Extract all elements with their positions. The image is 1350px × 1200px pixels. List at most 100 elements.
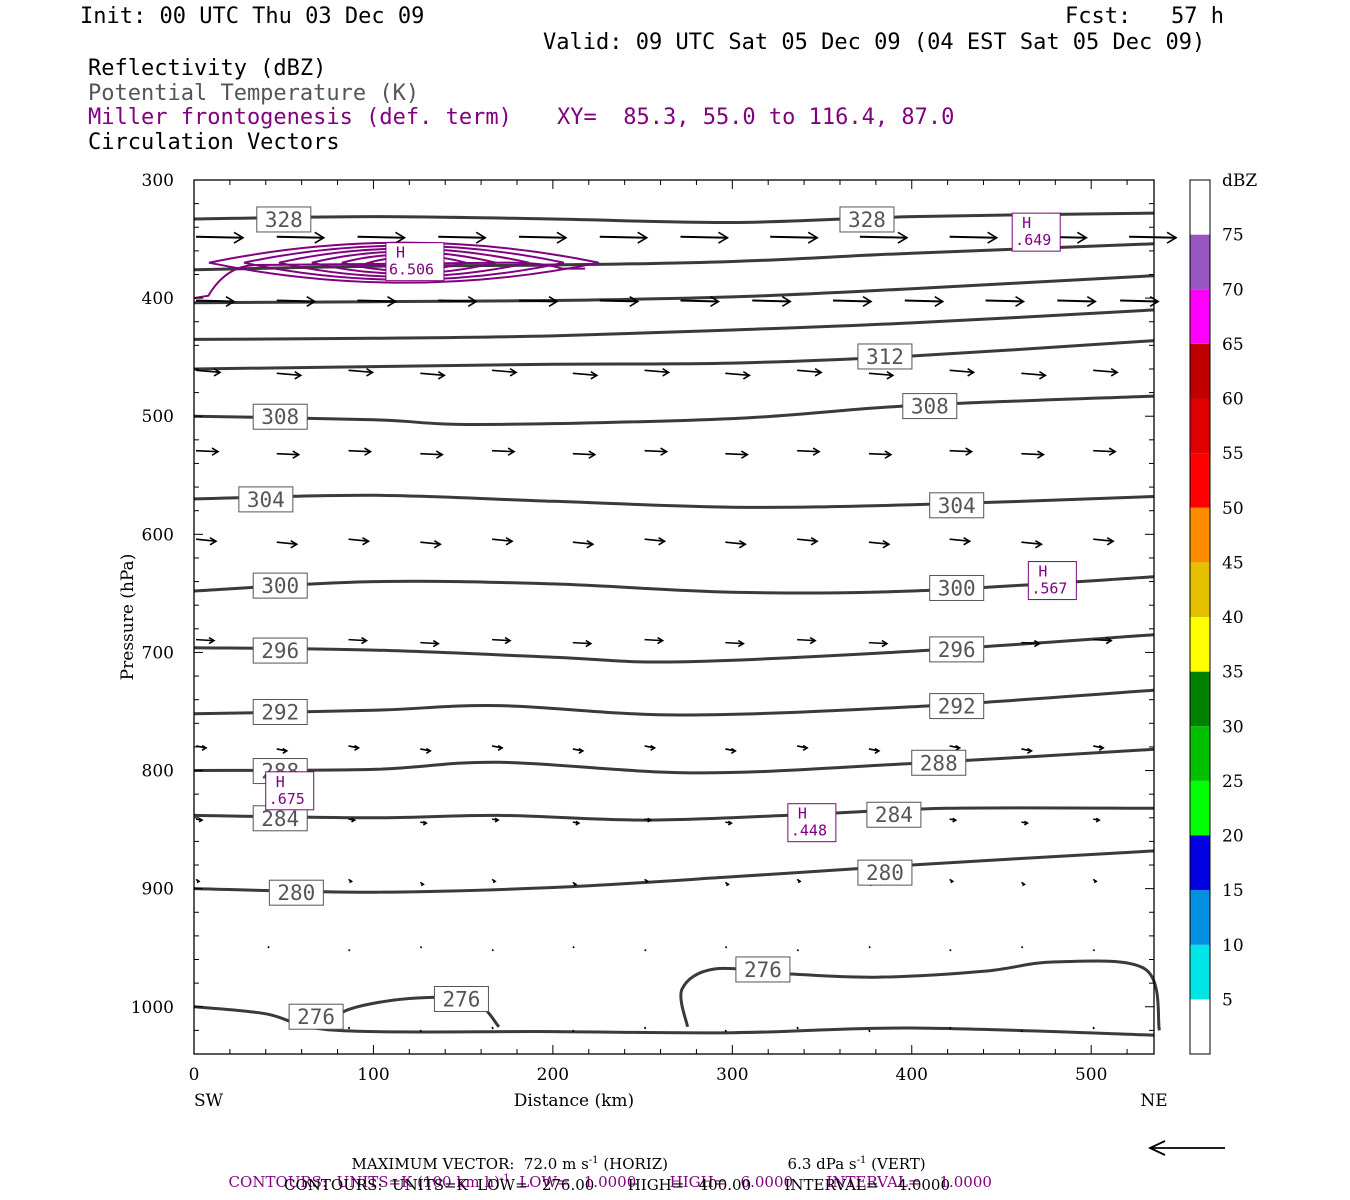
vector-2-12 — [1093, 368, 1119, 377]
vector-4-12 — [1093, 536, 1115, 546]
theta-contour-280 — [193, 849, 1155, 894]
vector-1-4 — [518, 295, 559, 307]
vector-shaft — [348, 638, 367, 642]
vector-2-6 — [644, 368, 671, 377]
vector-head — [1105, 636, 1113, 645]
field-frontogenesis: Miller frontogenesis (def. term) — [88, 105, 512, 130]
vector-10-3 — [572, 1029, 575, 1033]
vector-3-8 — [797, 447, 821, 456]
vector-head — [812, 447, 821, 456]
frontogenesis-max-label: H — [396, 244, 405, 262]
vector-head — [952, 817, 958, 823]
theta-label-box — [252, 637, 308, 664]
vector-shaft — [644, 538, 665, 543]
vector-5-4 — [492, 636, 512, 645]
vector-head — [211, 447, 220, 456]
vector-head — [578, 747, 585, 755]
vector-head — [874, 747, 881, 755]
vector-shaft — [572, 1029, 575, 1033]
vector-9-5 — [644, 949, 647, 952]
theta-label-text: 280 — [866, 861, 904, 885]
vector-shaft — [347, 1026, 351, 1030]
vector-10-8 — [948, 1026, 952, 1030]
vector-shaft — [492, 369, 517, 374]
theta-contour-328 — [193, 211, 1155, 225]
vector-shaft — [1021, 641, 1040, 645]
vector-2-5 — [572, 371, 599, 380]
vector-shaft — [419, 1029, 423, 1033]
vector-head — [963, 536, 972, 546]
vector-2-9 — [868, 371, 895, 380]
vector-shaft — [572, 452, 595, 456]
vector-head — [306, 295, 317, 307]
vector-6-1 — [276, 747, 289, 755]
colorbar-label-70: 70 — [1222, 280, 1244, 300]
xy-endpoints: XY= 85.3, 55.0 to 116.4, 87.0 — [557, 105, 955, 130]
vector-head — [662, 368, 671, 377]
vector-head — [290, 539, 299, 549]
footer-contours-theta: CONTOURS: UNITS=K LOW= 276.00 HIGH= 400.… — [284, 1176, 950, 1194]
vector-head — [492, 879, 497, 884]
reference-vector-arrow — [1147, 1140, 1225, 1156]
vector-head — [637, 231, 649, 244]
frontogenesis-max-value: .675 — [269, 790, 305, 808]
colorbar-swatch-15 — [1190, 180, 1210, 235]
y-tick-label: 300 — [142, 171, 174, 191]
vector-shaft — [1092, 1026, 1095, 1030]
y-tick-label: 800 — [142, 762, 174, 782]
vector-6-6 — [644, 744, 657, 752]
theta-label-box — [238, 486, 294, 513]
colorbar-label-10: 10 — [1222, 936, 1244, 956]
x-tick-label: 200 — [537, 1065, 569, 1085]
vector-shaft — [949, 449, 972, 453]
vector-shaft — [770, 235, 818, 239]
colorbar-unit: dBZ — [1222, 171, 1257, 191]
vector-shaft — [438, 235, 486, 239]
vector-shaft — [572, 541, 593, 546]
vector-6-0 — [195, 744, 208, 752]
vector-shaft — [725, 372, 750, 377]
vector-4-1 — [276, 539, 299, 549]
vector-3-4 — [492, 447, 516, 456]
vector-1-9 — [904, 295, 945, 307]
vector-1-1 — [276, 295, 317, 307]
vector-5-5 — [572, 639, 593, 648]
vector-head — [354, 744, 361, 752]
theta-label-text: 276 — [442, 987, 480, 1011]
forecast-hour: Fcst: 57 h — [1065, 4, 1224, 29]
vector-7-12 — [1093, 817, 1101, 823]
vector-6-3 — [420, 747, 432, 755]
vector-shaft — [572, 946, 575, 949]
vector-head — [737, 639, 745, 648]
vector-head — [505, 536, 514, 546]
vector-head — [233, 231, 245, 244]
vector-shaft — [1021, 372, 1046, 377]
vector-shaft — [680, 299, 719, 303]
theta-contour-284 — [193, 806, 1155, 822]
colorbar-label-15: 15 — [1222, 881, 1244, 901]
vector-head — [1106, 536, 1115, 546]
vector-head — [955, 744, 962, 752]
vector-shaft — [724, 1029, 728, 1033]
vector-0-2 — [357, 231, 407, 244]
colorbar-label-35: 35 — [1222, 663, 1244, 683]
theta-label-box — [839, 206, 895, 233]
vector-shaft — [859, 235, 907, 239]
frontogenesis-max-value: .649 — [1015, 231, 1051, 249]
vector-shaft — [797, 638, 816, 642]
colorbar-swatch-14 — [1190, 234, 1210, 290]
colorbar-swatch-13 — [1190, 289, 1210, 344]
vector-9-9 — [949, 949, 952, 952]
vector-shaft — [1021, 541, 1042, 546]
vector-3-9 — [868, 450, 893, 459]
vector-6-8 — [796, 744, 809, 752]
vector-head — [1034, 639, 1041, 648]
vector-head — [294, 371, 303, 380]
theta-label-box — [252, 698, 308, 725]
vector-shaft — [985, 299, 1024, 303]
theta-label-box — [288, 1003, 344, 1030]
theta-label-box — [735, 956, 791, 983]
vector-shaft — [868, 946, 871, 949]
theta-contour-276 — [193, 1005, 1155, 1037]
colorbar-label-65: 65 — [1222, 335, 1244, 355]
